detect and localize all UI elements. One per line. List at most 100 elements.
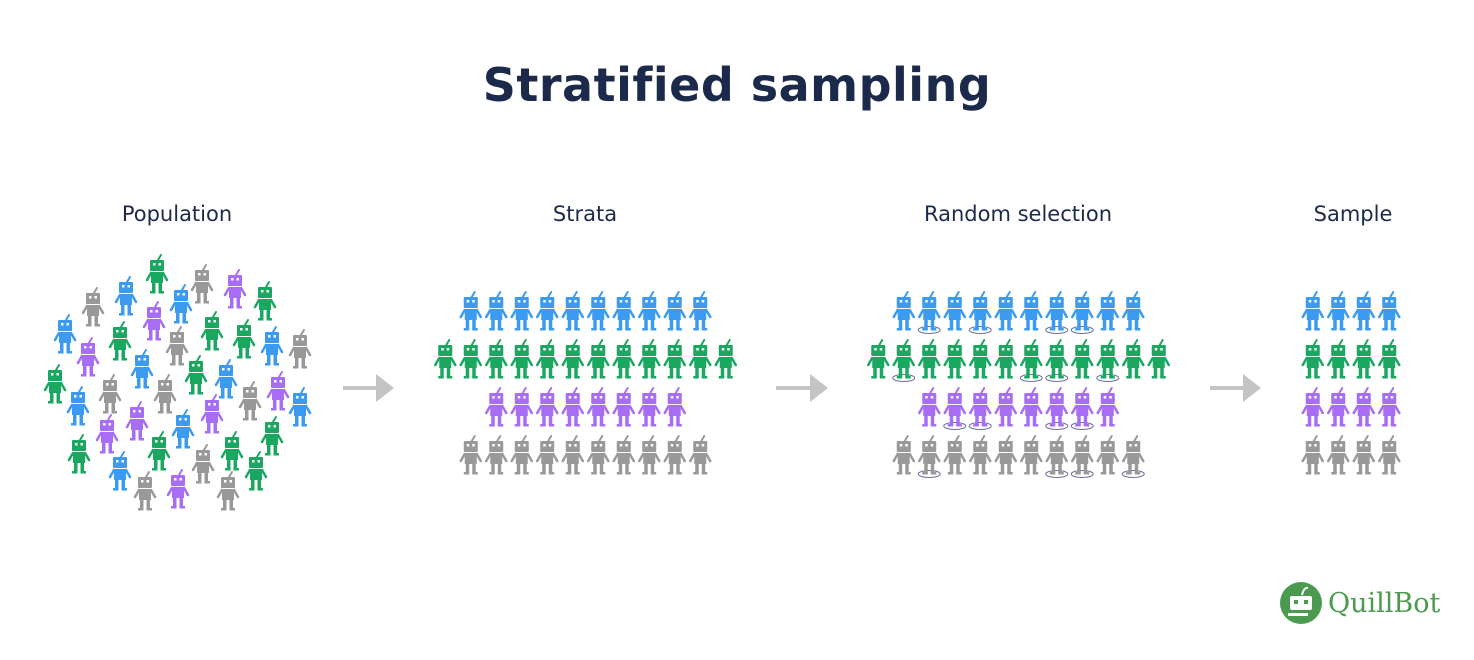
population-robot-blue [288,386,312,428]
strata-robot-gray [536,434,559,476]
selection-robot-blue [918,290,941,332]
population-robot-green [253,280,277,322]
sample-robot-purple [1327,386,1350,428]
selection-robot-blue [1020,290,1043,332]
selection-robot-purple [943,386,966,428]
logo-text: QuillBot [1328,587,1441,619]
quillbot-robot-icon [1280,582,1322,624]
selection-robot-green [1045,338,1068,380]
population-robot-green [108,320,132,362]
selection-ring [1045,326,1069,334]
population-robot-purple [142,300,166,342]
selection-robot-purple [969,386,992,428]
strata-robot-gray [638,434,661,476]
selection-robot-green [1096,338,1119,380]
selection-ring [917,470,941,478]
stage-label-strata: Strata [552,202,618,226]
sample-robot-gray [1301,434,1324,476]
population-robot-gray [238,380,262,422]
population-robot-gray [98,373,122,415]
selection-robot-gray [943,434,966,476]
population-robot-gray [191,443,215,485]
strata-robot-blue [510,290,533,332]
selection-robot-purple [1071,386,1094,428]
strata-robot-blue [587,290,610,332]
selection-robot-green [1147,338,1170,380]
diagram-title: Stratified sampling [482,58,992,112]
selection-robot-gray [969,434,992,476]
population-robot-blue [66,385,90,427]
population-robot-green [184,354,208,396]
selection-robot-green [994,338,1017,380]
selection-robot-blue [1122,290,1145,332]
sample-robot-green [1352,338,1375,380]
strata-robot-purple [612,386,635,428]
strata-robot-purple [510,386,533,428]
strata-robot-gray [510,434,533,476]
strata-robot-gray [561,434,584,476]
sample-robot-gray [1352,434,1375,476]
selection-robot-gray [892,434,915,476]
arrow-icon [1210,374,1261,402]
strata-robot-blue [561,290,584,332]
strata-robot-blue [663,290,686,332]
strata-robot-gray [485,434,508,476]
strata-robot-gray [689,434,712,476]
selection-robot-green [1071,338,1094,380]
sample-robot-gray [1378,434,1401,476]
population-robot-green [260,415,284,457]
selection-robot-blue [969,290,992,332]
population-robot-gray [216,470,240,512]
population-robot-blue [130,348,154,390]
sample-robot-blue [1378,290,1401,332]
strata-robot-gray [587,434,610,476]
selection-robot-purple [1096,386,1119,428]
selection-robot-blue [892,290,915,332]
sample-robot-green [1327,338,1350,380]
selection-ring [892,374,916,382]
selection-robot-purple [1020,386,1043,428]
selection-robot-blue [1071,290,1094,332]
population-robot-green [43,363,67,405]
sample-robot-green [1301,338,1324,380]
population-robot-green [200,310,224,352]
selection-robot-gray [1096,434,1119,476]
selection-ring [1070,326,1094,334]
strata-robot-gray [459,434,482,476]
strata-robot-green [434,338,457,380]
population-robot-blue [108,450,132,492]
selection-robot-green [1122,338,1145,380]
population-robot-green [220,430,244,472]
selection-ring [1045,470,1069,478]
strata-robot-blue [485,290,508,332]
sample-robot-blue [1352,290,1375,332]
selection-robot-purple [994,386,1017,428]
stage-label-random-selection: Random selection [923,202,1113,226]
selection-ring [1019,374,1043,382]
population-robot-purple [125,400,149,442]
selection-robot-green [1020,338,1043,380]
strata-robot-blue [536,290,559,332]
quillbot-logo: QuillBot [1280,582,1440,624]
population-robot-green [147,430,171,472]
sample-robot-blue [1301,290,1324,332]
strata-robot-gray [663,434,686,476]
selection-robot-gray [1045,434,1068,476]
selection-robot-green [867,338,890,380]
strata-robot-purple [638,386,661,428]
strata-robot-blue [638,290,661,332]
strata-robot-green [714,338,737,380]
strata-robot-blue [459,290,482,332]
selection-robot-gray [994,434,1017,476]
strata-robot-purple [536,386,559,428]
strata-robot-green [485,338,508,380]
strata-robot-purple [485,386,508,428]
strata-robot-green [459,338,482,380]
population-robot-purple [95,413,119,455]
strata-robot-green [663,338,686,380]
population-robot-green [244,450,268,492]
selection-robot-blue [1096,290,1119,332]
strata-robot-green [612,338,635,380]
population-robot-gray [165,325,189,367]
